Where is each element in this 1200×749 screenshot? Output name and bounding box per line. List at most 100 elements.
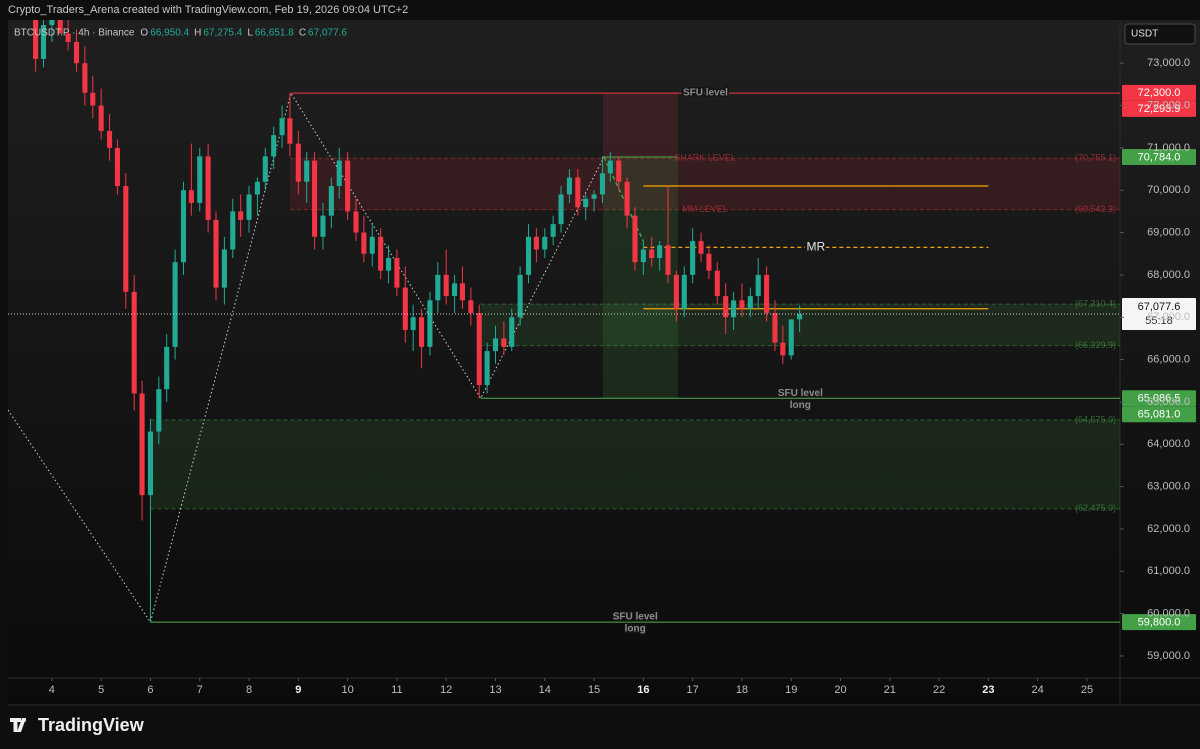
zone-name: MM LEVEL xyxy=(682,204,728,214)
level-label: SFU level xyxy=(778,388,823,399)
y-tick-label: 68,000.0 xyxy=(1147,269,1190,281)
y-tick-label: 61,000.0 xyxy=(1147,565,1190,577)
candle-body xyxy=(410,317,416,330)
price-badge-label: 65,081.0 xyxy=(1138,409,1181,421)
currency: USDT xyxy=(1131,29,1158,40)
logo-mark xyxy=(10,718,26,732)
candle-body xyxy=(172,262,178,347)
candle-body xyxy=(49,20,55,26)
zone xyxy=(289,158,1120,210)
candle-body xyxy=(772,313,778,343)
candle-body xyxy=(385,257,392,271)
zone-price: (64,575.0) xyxy=(1075,414,1116,424)
candle-body xyxy=(657,245,663,258)
y-tick-label: 73,000.0 xyxy=(1147,57,1190,69)
ohlc-value: 67,275.4 xyxy=(203,28,242,39)
price-badge-label: 72,293.9 xyxy=(1138,103,1181,115)
range-box xyxy=(602,158,678,399)
candle-body xyxy=(394,257,400,288)
candle-body xyxy=(295,143,301,182)
currency-box[interactable] xyxy=(1124,23,1196,45)
candle-body xyxy=(106,130,113,148)
price-badge-label: 65,086.5 xyxy=(1138,393,1181,405)
x-tick-label: 19 xyxy=(785,684,797,696)
range-box xyxy=(602,93,678,159)
ohlc-key: L xyxy=(247,28,253,39)
candle-body xyxy=(147,431,153,496)
candle-body xyxy=(459,283,466,301)
level-label: SFU level xyxy=(613,612,658,623)
candle-body xyxy=(575,177,581,208)
y-tick-label: 59,000.0 xyxy=(1147,650,1190,662)
candle-body xyxy=(616,160,622,182)
candle-body xyxy=(221,249,227,288)
candle-body xyxy=(632,215,638,263)
x-tick-label: 18 xyxy=(736,684,748,696)
candle-body xyxy=(114,147,120,186)
zone-price: (66,329.9) xyxy=(1075,340,1116,350)
candle-body xyxy=(279,118,285,136)
candle-body xyxy=(353,211,359,233)
candle-body xyxy=(188,190,194,203)
x-tick-label: 14 xyxy=(539,684,551,696)
price-badge-label: 72,300.0 xyxy=(1138,87,1181,99)
x-tick-label: 15 xyxy=(588,684,600,696)
candle-body xyxy=(788,319,794,356)
candle-body xyxy=(723,296,729,318)
countdown: 55:18 xyxy=(1145,315,1173,327)
candle-body xyxy=(468,300,474,314)
price-badge xyxy=(1122,149,1196,166)
candle-body xyxy=(304,160,310,182)
x-tick-label: 5 xyxy=(98,684,104,696)
candle-body xyxy=(123,185,129,292)
candle-body xyxy=(427,300,433,347)
drawing-label: MR xyxy=(807,240,826,254)
zone-price: (69,542.3) xyxy=(1075,204,1116,214)
drawing xyxy=(8,91,605,624)
overlay: (70,755.1) SHARK LEVEL (69,542.3) MM LEVEL (… xyxy=(611,84,1196,636)
candle-body xyxy=(755,274,761,297)
candle-body xyxy=(607,160,613,174)
price-badge xyxy=(1122,614,1196,631)
zone-price: (67,310.4) xyxy=(1075,298,1116,308)
price-badge xyxy=(1122,406,1196,423)
candle-body xyxy=(739,300,745,309)
candle-body xyxy=(40,25,47,59)
candle-body xyxy=(558,194,564,225)
candle-body xyxy=(262,156,268,182)
x-tick-label: 9 xyxy=(295,684,301,696)
candle-body xyxy=(525,236,532,275)
price-badge-label: 59,800.0 xyxy=(1138,617,1181,629)
y-tick-label: 60,000.0 xyxy=(1147,608,1190,620)
candle-body xyxy=(665,245,671,275)
candle-body xyxy=(542,236,548,250)
candle-body xyxy=(65,33,71,43)
candle-body xyxy=(501,338,507,347)
candle-body xyxy=(82,63,88,93)
y-tick-label: 72,000.0 xyxy=(1147,99,1190,111)
candle-body xyxy=(624,181,630,216)
candle-body xyxy=(714,270,720,297)
x-tick-label: 11 xyxy=(391,684,402,696)
attribution: Crypto_Traders_Arena created with Tradin… xyxy=(8,4,408,16)
candle-body xyxy=(73,42,80,64)
candle-body xyxy=(550,224,556,237)
candle-body xyxy=(312,160,318,237)
candle-body xyxy=(747,296,753,309)
candle-body xyxy=(764,274,770,314)
x-tick-label: 23 xyxy=(982,684,994,696)
candle-body xyxy=(164,346,170,390)
y-tick-label: 70,000.0 xyxy=(1147,184,1190,196)
candle-body xyxy=(98,105,104,131)
price-badge xyxy=(1122,100,1196,117)
candle-body xyxy=(230,211,236,250)
candle-body xyxy=(698,241,704,254)
candle-body xyxy=(328,185,334,216)
x-tick-label: 8 xyxy=(246,684,252,696)
logo xyxy=(10,718,26,732)
x-tick-label: 16 xyxy=(637,684,649,696)
candle-body xyxy=(139,393,145,496)
candle-body xyxy=(533,236,539,250)
candle-body xyxy=(345,160,351,212)
